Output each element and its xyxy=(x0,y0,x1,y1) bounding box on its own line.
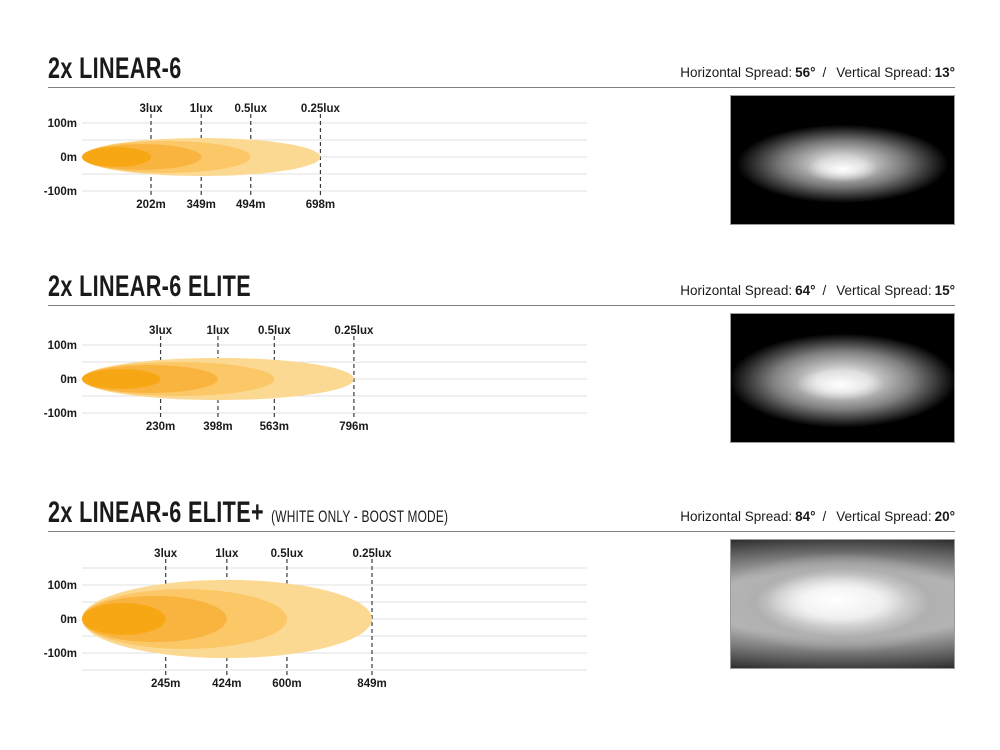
distance-label: 494m xyxy=(236,199,265,211)
y-axis-label: 0m xyxy=(60,614,77,626)
beam-chart-svg: 100m 0m -100m 3lux 230m 1lux 398m 0.5lux 563m 0.2… xyxy=(44,325,587,433)
lux-label: 3lux xyxy=(154,548,178,560)
section-linear-6-elite-plus: 2x LINEAR-6 ELITE+ (WHITE ONLY - BOOST MO… xyxy=(0,496,1000,721)
horizontal-spread-label: Horizontal Spread: xyxy=(680,283,793,298)
spread-info: Horizontal Spread: 64° / Vertical Spread: 15… xyxy=(677,283,955,298)
header-divider xyxy=(48,531,955,532)
vertical-spread-value: 15° xyxy=(934,283,955,298)
section-title: 2x LINEAR-6 ELITE xyxy=(48,272,340,306)
beam-photo xyxy=(730,539,955,669)
horizontal-spread-value: 84° xyxy=(795,509,816,524)
lux-label: 0.5lux xyxy=(258,325,291,337)
beam-chart: 100m 0m -100m 3lux 230m 1lux 398m 0.5lux 563m 0.2… xyxy=(40,322,600,443)
y-axis-label: 100m xyxy=(48,580,77,592)
section-linear-6-elite: 2x LINEAR-6 ELITE Horizontal Spread: 64° /… xyxy=(0,270,1000,495)
lux-label: 0.25lux xyxy=(353,548,393,560)
y-axis-label: 0m xyxy=(60,374,77,386)
horizontal-spread-label: Horizontal Spread: xyxy=(680,509,793,524)
horizontal-spread-value: 56° xyxy=(795,65,816,80)
section-linear-6: 2x LINEAR-6 Horizontal Spread: 56° / Vertic… xyxy=(0,52,1000,277)
spread-info: Horizontal Spread: 56° / Vertical Spread: 13… xyxy=(677,65,955,80)
distance-label: 563m xyxy=(260,421,289,433)
product-name: 2x LINEAR-6 ELITE xyxy=(48,270,251,303)
y-axis-label: -100m xyxy=(44,408,77,420)
distance-label: 230m xyxy=(146,421,175,433)
beam-chart: 100m 0m -100m 3lux 245m 1lux 424m 0.5lux 600m 0.2… xyxy=(40,545,600,700)
horizontal-spread-label: Horizontal Spread: xyxy=(680,65,793,80)
spread-separator: / xyxy=(822,509,827,524)
distance-label: 698m xyxy=(306,199,335,211)
lux-label: 3lux xyxy=(149,325,173,337)
lux-label: 0.5lux xyxy=(271,548,304,560)
lux-label: 1lux xyxy=(206,325,230,337)
beam-chart-svg: 100m 0m -100m 3lux 202m 1lux 349m 0.5lux 494m 0.2… xyxy=(44,103,587,211)
distance-label: 202m xyxy=(136,199,165,211)
lux-label: 3lux xyxy=(139,103,163,115)
vertical-spread-label: Vertical Spread: xyxy=(836,283,932,298)
lux-label: 0.25lux xyxy=(301,103,341,115)
beam-photo xyxy=(730,313,955,443)
horizontal-spread-value: 64° xyxy=(795,283,816,298)
lux-label: 0.5lux xyxy=(234,103,267,115)
distance-label: 849m xyxy=(357,678,386,690)
beam-ellipse xyxy=(82,603,166,635)
beam-chart-svg: 100m 0m -100m 3lux 245m 1lux 424m 0.5lux 600m 0.2… xyxy=(44,548,587,690)
product-name: 2x LINEAR-6 ELITE+ xyxy=(48,496,264,529)
header-divider xyxy=(48,305,955,306)
lux-label: 1lux xyxy=(215,548,239,560)
product-name: 2x LINEAR-6 xyxy=(48,52,182,85)
vertical-spread-value: 13° xyxy=(934,65,955,80)
section-title: 2x LINEAR-6 xyxy=(48,54,244,88)
section-title: 2x LINEAR-6 ELITE+ (WHITE ONLY - BOOST MO… xyxy=(48,498,604,532)
beam-ellipse xyxy=(82,147,152,167)
beam-photo xyxy=(730,95,955,225)
y-axis-label: -100m xyxy=(44,186,77,198)
product-name-note: (WHITE ONLY - BOOST MODE) xyxy=(271,508,449,526)
vertical-spread-label: Vertical Spread: xyxy=(836,65,932,80)
y-axis-label: 100m xyxy=(48,118,77,130)
distance-label: 398m xyxy=(203,421,232,433)
distance-label: 600m xyxy=(272,678,301,690)
lux-label: 0.25lux xyxy=(334,325,374,337)
spread-separator: / xyxy=(822,283,827,298)
spread-separator: / xyxy=(822,65,827,80)
y-axis-label: -100m xyxy=(44,648,77,660)
vertical-spread-label: Vertical Spread: xyxy=(836,509,932,524)
vertical-spread-value: 20° xyxy=(934,509,955,524)
spread-info: Horizontal Spread: 84° / Vertical Spread: 20… xyxy=(677,509,955,524)
beam-ellipse xyxy=(82,369,161,389)
beam-chart: 100m 0m -100m 3lux 202m 1lux 349m 0.5lux 494m 0.2… xyxy=(40,100,600,221)
distance-label: 796m xyxy=(339,421,368,433)
distance-label: 349m xyxy=(187,199,216,211)
y-axis-label: 0m xyxy=(60,152,77,164)
lux-label: 1lux xyxy=(190,103,214,115)
distance-label: 424m xyxy=(212,678,241,690)
distance-label: 245m xyxy=(151,678,180,690)
y-axis-label: 100m xyxy=(48,340,77,352)
header-divider xyxy=(48,87,955,88)
